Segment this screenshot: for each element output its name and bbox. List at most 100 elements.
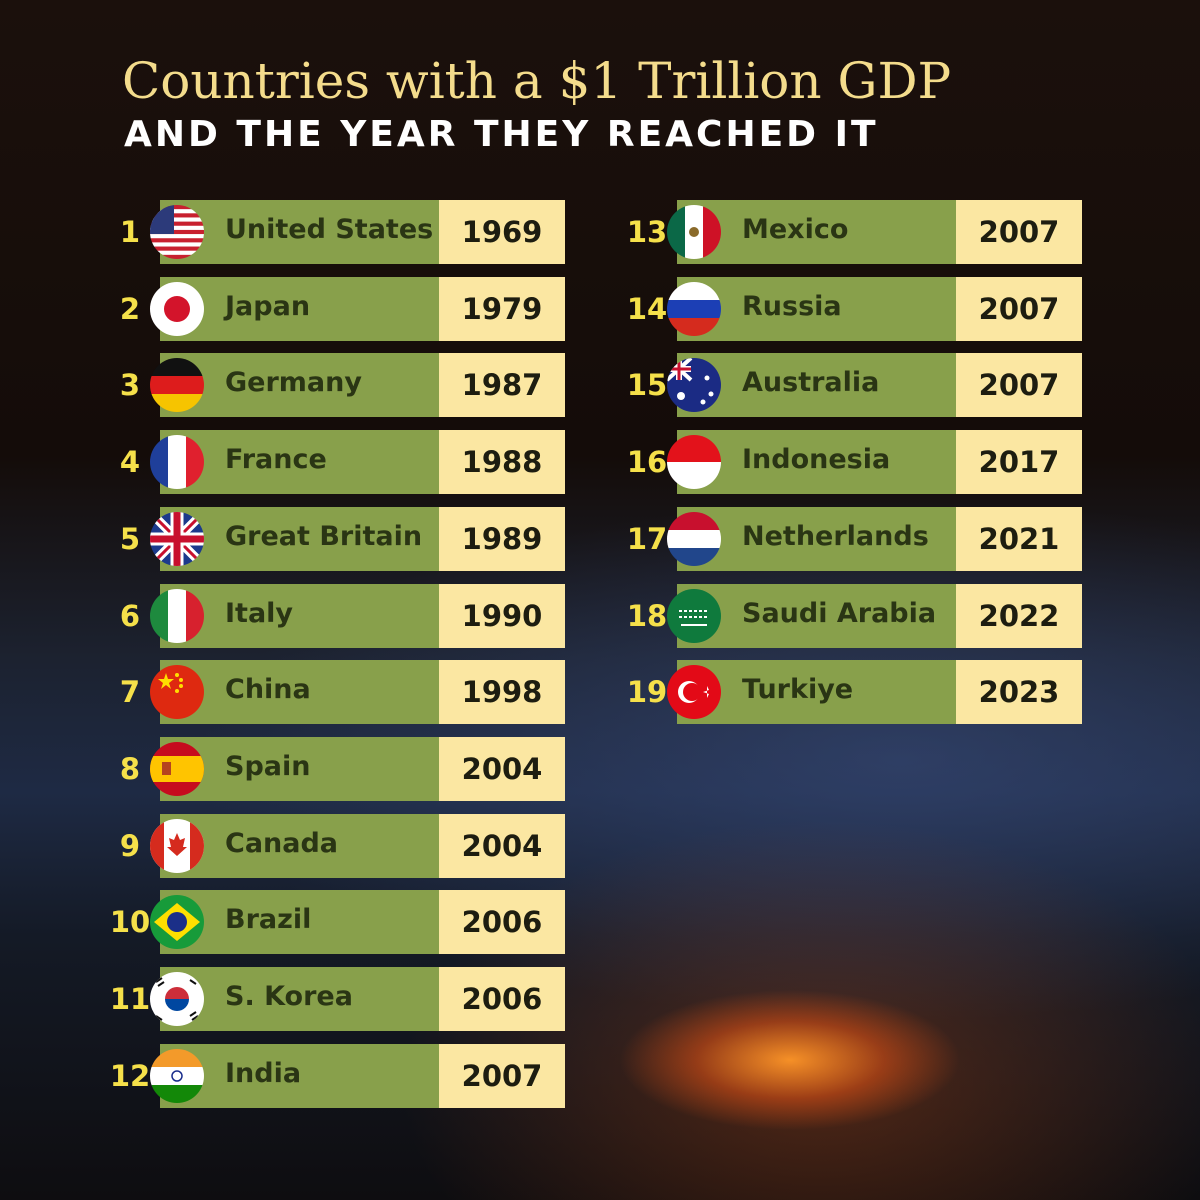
country-name: S. Korea: [225, 981, 353, 1012]
year: 2007: [956, 200, 1082, 264]
subtitle: AND THE YEAR THEY REACHED IT: [124, 114, 879, 155]
country-name: Canada: [225, 827, 339, 859]
rank: 2: [119, 291, 141, 326]
year: 2006: [439, 967, 565, 1031]
table-row: 2 1979 Japan: [100, 276, 580, 341]
flag: [667, 358, 721, 413]
country-bar: [160, 276, 439, 341]
flag: [667, 205, 721, 259]
country-name: Russia: [742, 290, 842, 322]
rank: 8: [119, 751, 141, 786]
country-name: Saudi Arabia: [742, 597, 937, 629]
country-bar: [160, 967, 439, 1031]
country-name: Turkiye: [742, 674, 854, 706]
rank: 14: [626, 291, 668, 326]
year: 1988: [439, 430, 565, 495]
country-bar: [160, 200, 439, 264]
rank: 3: [119, 368, 141, 403]
country-bar: [677, 583, 956, 648]
country-name: Great Britain: [225, 520, 423, 552]
year: 2004: [439, 813, 565, 878]
table-row: 19 2023 Turkiye: [617, 660, 1097, 725]
table-row: 17 2021 Netherlands: [617, 506, 1097, 571]
year: 2007: [956, 276, 1082, 341]
rank: 13: [626, 215, 668, 249]
year: 2021: [956, 506, 1082, 571]
flag: [667, 281, 721, 336]
table-row: 10 2006 Brazil: [100, 890, 580, 955]
table-row: 13 2007 Mexico: [617, 200, 1097, 264]
year: 2004: [439, 736, 565, 801]
year: 2017: [956, 430, 1082, 495]
rank: 4: [119, 445, 141, 480]
country-name: France: [225, 444, 327, 476]
flag: [150, 1048, 204, 1103]
rank: 6: [119, 598, 141, 633]
country-name: Mexico: [742, 214, 849, 245]
year: 2022: [956, 583, 1082, 648]
country-bar: [160, 583, 439, 648]
year: 2007: [956, 353, 1082, 418]
country-bar: [677, 276, 956, 341]
table-row: 16 2017 Indonesia: [617, 430, 1097, 495]
table-row: 14 2007 Russia: [617, 276, 1097, 341]
country-name: Spain: [225, 750, 311, 782]
country-name: Italy: [225, 597, 294, 629]
rank: 15: [626, 368, 668, 403]
year: 2006: [439, 890, 565, 955]
flag: [150, 511, 204, 566]
flag: [150, 435, 204, 490]
country-name: Japan: [225, 290, 311, 322]
year: 1990: [439, 583, 565, 648]
country-bar: [160, 736, 439, 801]
rank: 19: [626, 675, 668, 710]
year: 1979: [439, 276, 565, 341]
flag: [667, 511, 721, 566]
rank: 1: [119, 215, 141, 249]
year: 2023: [956, 660, 1082, 725]
flag: [150, 205, 204, 259]
flag: [150, 588, 204, 643]
year: 1969: [439, 200, 565, 264]
country-name: Brazil: [225, 904, 312, 936]
year: 2007: [439, 1043, 565, 1108]
year: 1987: [439, 353, 565, 418]
country-name: India: [225, 1057, 302, 1089]
country-bar: [677, 430, 956, 495]
flag: [150, 358, 204, 413]
table-row: 18 2022 Saudi Arabia: [617, 583, 1097, 648]
table-row: 15 2007 Australia: [617, 353, 1097, 418]
rank: 11: [109, 982, 151, 1016]
table-row: 5 1989 Great Britain: [100, 506, 580, 571]
country-name: United States: [225, 214, 434, 245]
country-name: China: [225, 674, 311, 706]
rank: 18: [626, 598, 668, 633]
table-row: 7 1998 China: [100, 660, 580, 725]
table-row: 3 1987 Germany: [100, 353, 580, 418]
country-bar: [677, 200, 956, 264]
flag: [667, 665, 721, 720]
table-row: 9 2004 Canada: [100, 813, 580, 878]
rank: 7: [119, 675, 141, 710]
country-bar: [677, 353, 956, 418]
flag: [150, 741, 204, 796]
country-bar: [160, 813, 439, 878]
title: Countries with a $1 Trillion GDP: [122, 52, 952, 110]
rank: 17: [626, 521, 668, 556]
flag: [150, 895, 204, 950]
flag: [667, 588, 721, 643]
country-bar: [677, 506, 956, 571]
flag: [150, 972, 204, 1026]
country-bar: [160, 1043, 439, 1108]
rank: 16: [626, 445, 668, 480]
flag: [150, 281, 204, 336]
table-row: 11 2006 S. Korea: [100, 967, 580, 1031]
table-row: 12 2007 India: [100, 1043, 580, 1108]
country-name: Australia: [742, 367, 880, 399]
flag: [150, 818, 204, 873]
year: 1998: [439, 660, 565, 725]
rank: 12: [109, 1058, 151, 1093]
table-row: 6 1990 Italy: [100, 583, 580, 648]
country-bar: [160, 660, 439, 725]
